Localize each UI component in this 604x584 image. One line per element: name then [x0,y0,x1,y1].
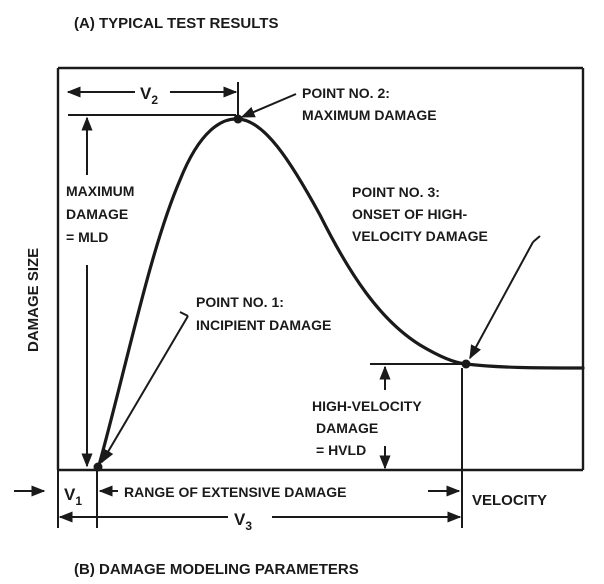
hvld-line-3: = HVLD [316,442,366,458]
point-1-marker [93,462,103,472]
mld-line-3: = MLD [66,229,108,245]
title-b: (B) DAMAGE MODELING PARAMETERS [74,561,359,578]
point-3-leader [469,241,534,360]
point-3-line-2: ONSET OF HIGH- [352,206,467,222]
x-axis-label: VELOCITY [472,492,547,509]
v2-label: V2 [140,84,158,107]
point-3-leader-hook [532,235,541,243]
mld-line-2: DAMAGE [66,206,128,222]
point-1-line-2: INCIPIENT DAMAGE [196,317,331,333]
point-3-marker [461,359,471,369]
damage-curve [96,117,585,471]
title-a: (A) TYPICAL TEST RESULTS [74,15,278,32]
point-2-line-1: POINT NO. 2: [302,85,390,101]
point-1-line-1: POINT NO. 1: [196,294,284,310]
point-3-line-3: VELOCITY DAMAGE [352,228,488,244]
point-1-leader [101,315,189,464]
point-2-marker [233,114,243,124]
hvld-line-1: HIGH-VELOCITY [312,398,422,414]
mld-line-1: MAXIMUM [66,183,134,199]
range-label: RANGE OF EXTENSIVE DAMAGE [124,484,346,500]
point-3-line-1: POINT NO. 3: [352,184,440,200]
y-axis-label: DAMAGE SIZE [25,248,42,352]
hvld-line-2: DAMAGE [316,420,378,436]
point-1-leader-hook [179,311,189,317]
v3-label: V3 [234,510,252,533]
v1-label: V1 [64,485,82,508]
point-2-leader [240,93,297,118]
point-2-line-2: MAXIMUM DAMAGE [302,107,437,123]
